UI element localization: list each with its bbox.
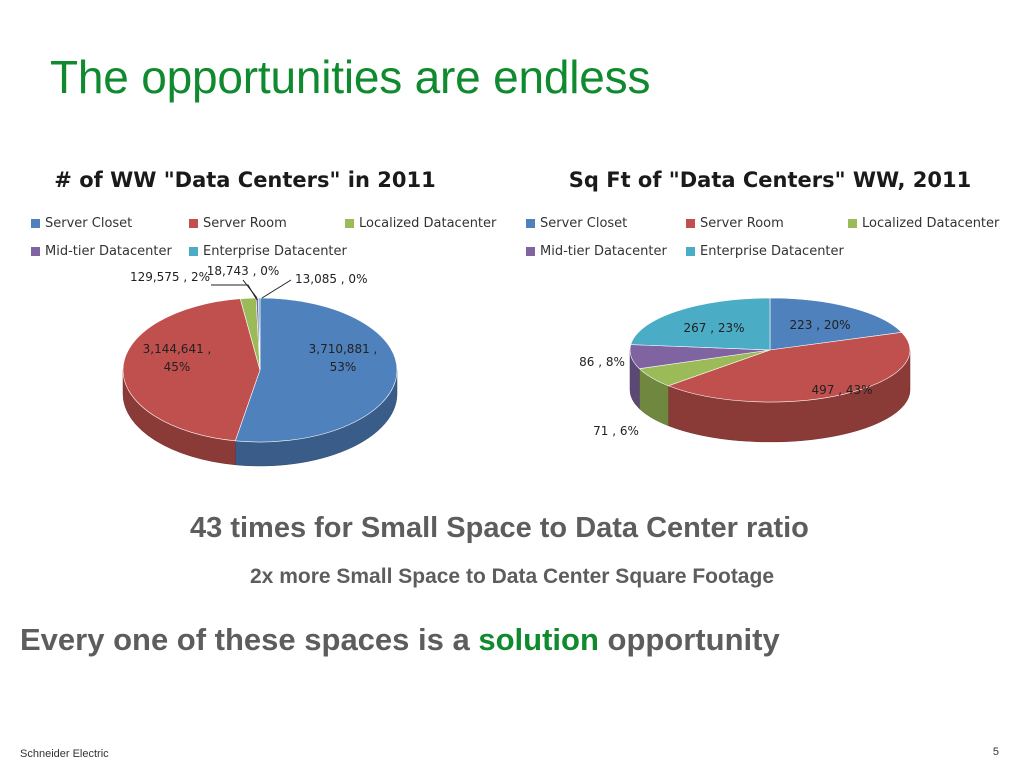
legend-item: Server Closet <box>31 216 132 231</box>
tagline-highlight: solution <box>478 622 599 657</box>
legend-label: Enterprise Datacenter <box>700 244 844 259</box>
legend-swatch <box>31 219 40 228</box>
tagline-text: Every one of these spaces is a <box>20 622 479 657</box>
label-leader-line <box>211 284 258 301</box>
data-label: 3,710,881 , <box>309 342 378 356</box>
legend-label: Enterprise Datacenter <box>203 244 347 259</box>
ratio-statement: 43 times for Small Space to Data Center … <box>190 512 809 544</box>
legend-swatch <box>848 219 857 228</box>
data-label-group: 223 , 20% 497 , 43% 71 , 6% 86 , 8% 267 , 23… <box>579 318 872 438</box>
legend-label: Mid-tier Datacenter <box>45 244 172 259</box>
legend-swatch <box>686 219 695 228</box>
slide-title: The opportunities are endless <box>50 51 651 103</box>
data-label: 86 , 8% <box>579 355 625 369</box>
legend-swatch <box>345 219 354 228</box>
data-label: 3,144,641 , <box>143 342 212 356</box>
legend-label: Server Room <box>203 216 287 231</box>
pie-slice-enterprise-datacenter <box>630 297 771 351</box>
pie-top-group <box>629 297 911 403</box>
chart-data-centers-sqft: Sq Ft of "Data Centers" WW, 2011 Server … <box>520 160 1000 480</box>
page-number: 5 <box>992 746 999 758</box>
data-label-group: 3,710,881 , 53% 3,144,641 , 45% 129,575 , 2%… <box>130 264 377 374</box>
legend-swatch <box>526 219 535 228</box>
pie-chart-svg: 223 , 20% 497 , 43% 71 , 6% 86 , 8% 267 , 23… <box>579 297 911 443</box>
legend-label: Localized Datacenter <box>862 216 1000 231</box>
legend-item: Mid-tier Datacenter <box>31 244 172 259</box>
legend-label: Localized Datacenter <box>359 216 497 231</box>
legend-label: Server Room <box>700 216 784 231</box>
data-label: 129,575 , 2% <box>130 270 210 284</box>
legend-item: Enterprise Datacenter <box>686 244 844 259</box>
tagline: Every one of these spaces is a solution … <box>20 622 780 658</box>
data-label: 267 , 23% <box>683 321 744 335</box>
legend-item: Localized Datacenter <box>848 216 999 231</box>
legend-item: Server Room <box>686 216 784 231</box>
legend-item: Server Closet <box>526 216 627 231</box>
data-label: 497 , 43% <box>811 383 872 397</box>
legend-label: Mid-tier Datacenter <box>540 244 667 259</box>
legend-label: Server Closet <box>540 216 628 231</box>
data-label: 13,085 , 0% <box>295 272 367 286</box>
chart-title: # of WW "Data Centers" in 2011 <box>54 168 436 192</box>
legend-item: Mid-tier Datacenter <box>526 244 667 259</box>
data-label: 71 , 6% <box>593 424 639 438</box>
tagline-text-end: opportunity <box>598 622 780 657</box>
pie-slice-enterprise-datacenter <box>258 297 261 371</box>
pie-slice-server-closet <box>234 297 398 443</box>
data-label: 18,743 , 0% <box>207 264 279 278</box>
label-leader-line <box>242 279 258 299</box>
legend-item: Enterprise Datacenter <box>189 244 347 259</box>
footage-statement: 2x more Small Space to Data Center Squar… <box>250 565 774 588</box>
data-label: 223 , 20% <box>789 318 850 332</box>
pie-slice-server-room <box>122 298 261 442</box>
chart-data-centers-count: # of WW "Data Centers" in 2011 Server Cl… <box>25 160 505 480</box>
legend-label: Server Closet <box>45 216 133 231</box>
pie-slice-server-room <box>667 332 911 403</box>
data-label: 45% <box>164 360 191 374</box>
label-leader-line <box>261 279 292 299</box>
pie-top-group <box>122 297 398 443</box>
legend-item: Localized Datacenter <box>345 216 496 231</box>
legend-item: Server Room <box>189 216 287 231</box>
pie-slice-server-closet <box>769 297 903 351</box>
footer-brand: Schneider Electric <box>20 748 109 760</box>
legend-swatch <box>686 247 695 256</box>
data-label: 53% <box>330 360 357 374</box>
legend-swatch <box>189 219 198 228</box>
pie-chart-svg: 3,710,881 , 53% 3,144,641 , 45% 129,575 , 2%… <box>122 264 398 467</box>
legend-swatch <box>31 247 40 256</box>
legend-swatch <box>189 247 198 256</box>
legend-swatch <box>526 247 535 256</box>
chart-title: Sq Ft of "Data Centers" WW, 2011 <box>568 168 972 192</box>
